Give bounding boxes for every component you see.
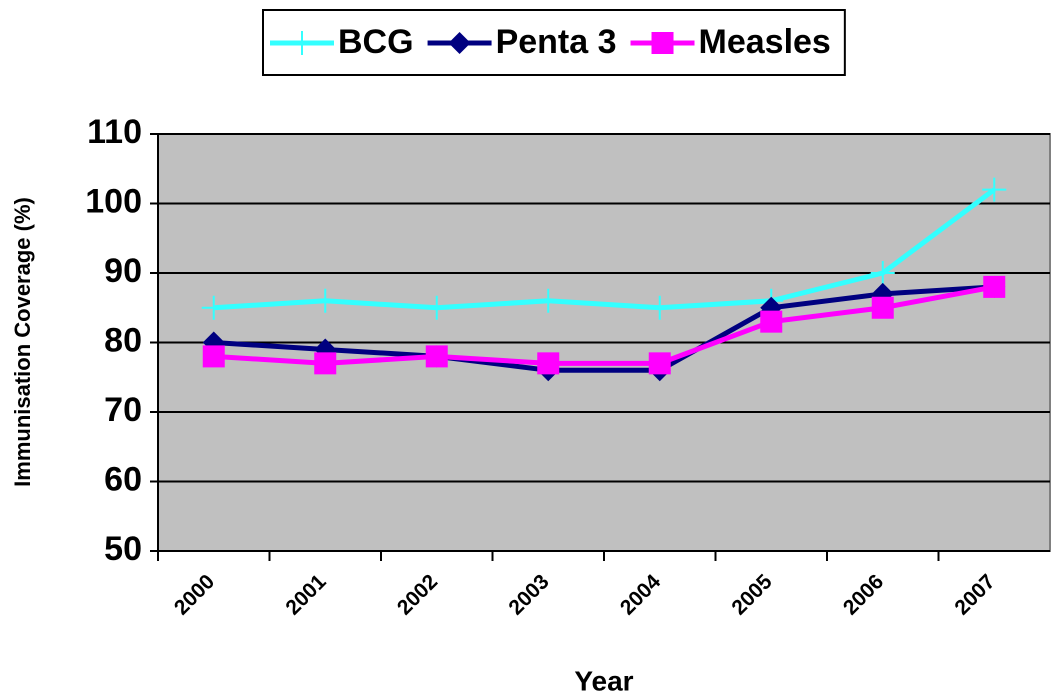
- series-line: [213, 187, 996, 311]
- x-tick-label: 2001: [281, 570, 331, 620]
- x-axis-title: Year: [574, 665, 633, 696]
- marker: [448, 32, 471, 54]
- marker: [647, 295, 672, 320]
- series-line: [213, 284, 995, 366]
- marker: [983, 275, 1006, 298]
- series-line: [213, 284, 995, 373]
- marker: [313, 288, 338, 313]
- y-tick-label: 80: [104, 321, 142, 359]
- y-tick-label: 90: [104, 252, 142, 290]
- x-tick-label: 2002: [393, 570, 442, 619]
- marker: [201, 295, 226, 320]
- y-tick-label: 60: [104, 460, 142, 498]
- x-tick-label: 2003: [504, 570, 553, 619]
- x-tick-label: 2005: [727, 570, 777, 620]
- legend-label: BCG: [338, 23, 414, 61]
- marker: [290, 31, 314, 55]
- marker: [425, 345, 448, 368]
- series: [202, 275, 1006, 375]
- y-tick-label: 100: [85, 182, 142, 220]
- marker: [870, 261, 895, 285]
- marker: [424, 295, 449, 320]
- y-tick-label: 50: [104, 530, 142, 568]
- marker: [537, 352, 560, 375]
- marker: [648, 352, 671, 375]
- y-tick-label: 110: [87, 113, 142, 151]
- y-axis-title: Immunisation Coverage (%): [10, 197, 35, 487]
- x-tick-label: 2000: [170, 570, 219, 619]
- legend-label: Penta 3: [496, 23, 617, 61]
- marker: [651, 32, 674, 54]
- marker: [202, 345, 225, 368]
- x-tick-label: 2004: [616, 570, 666, 620]
- legend: BCG Penta 3 Measles: [262, 9, 846, 76]
- marker: [871, 296, 894, 319]
- legend-box: [262, 9, 846, 76]
- x-tick-label: 2007: [950, 570, 999, 619]
- y-tick-label: 70: [104, 391, 142, 429]
- marker: [760, 310, 783, 333]
- marker: [314, 352, 337, 375]
- legend-label: Measles: [699, 23, 831, 61]
- marker: [982, 177, 1007, 202]
- marker: [536, 288, 561, 313]
- x-tick-label: 2006: [839, 570, 888, 619]
